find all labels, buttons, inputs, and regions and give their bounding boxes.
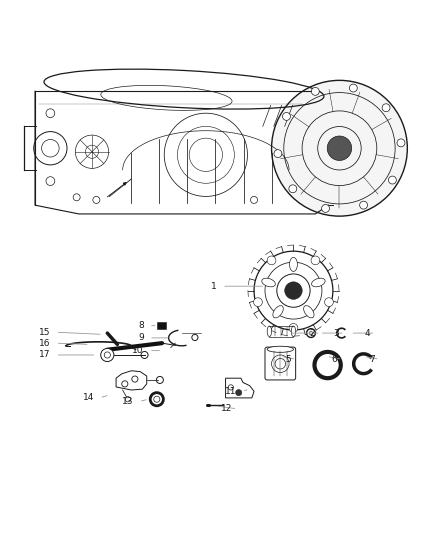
Ellipse shape [267, 346, 293, 352]
Ellipse shape [311, 278, 325, 287]
Circle shape [327, 136, 352, 160]
Ellipse shape [267, 326, 272, 336]
Circle shape [309, 332, 313, 335]
Circle shape [289, 324, 298, 332]
Ellipse shape [290, 257, 297, 271]
Text: 5: 5 [286, 355, 291, 364]
Text: 4: 4 [364, 328, 370, 337]
Circle shape [283, 112, 290, 120]
Circle shape [274, 150, 282, 158]
Text: 14: 14 [83, 393, 94, 402]
Ellipse shape [273, 305, 283, 318]
Text: 9: 9 [138, 334, 144, 342]
Text: 17: 17 [39, 351, 50, 359]
Circle shape [382, 104, 390, 111]
Circle shape [251, 197, 258, 204]
Circle shape [46, 109, 55, 118]
Circle shape [154, 396, 160, 402]
Ellipse shape [262, 278, 276, 287]
Text: 16: 16 [39, 338, 50, 348]
Text: 11: 11 [225, 387, 237, 396]
Circle shape [321, 205, 329, 212]
Text: 6: 6 [332, 355, 337, 364]
Text: 1: 1 [211, 282, 217, 290]
Text: 2: 2 [310, 328, 315, 337]
Circle shape [254, 298, 262, 306]
Circle shape [319, 356, 336, 374]
Text: 15: 15 [39, 328, 50, 337]
FancyBboxPatch shape [265, 347, 296, 380]
Text: 8: 8 [138, 321, 144, 330]
Circle shape [307, 329, 315, 337]
Circle shape [397, 139, 405, 147]
Text: 10: 10 [132, 346, 144, 355]
Circle shape [101, 349, 114, 361]
Text: 3: 3 [334, 328, 339, 337]
Circle shape [289, 185, 297, 193]
Text: 13: 13 [122, 397, 134, 406]
Circle shape [246, 243, 341, 338]
Circle shape [360, 201, 367, 209]
Circle shape [325, 298, 333, 306]
Circle shape [311, 256, 320, 265]
Polygon shape [116, 371, 147, 390]
Bar [157, 322, 166, 329]
Circle shape [267, 256, 276, 265]
Circle shape [46, 177, 55, 185]
Circle shape [389, 176, 396, 184]
Circle shape [236, 390, 242, 395]
Circle shape [93, 197, 100, 204]
Circle shape [285, 282, 302, 300]
Circle shape [272, 80, 407, 216]
Polygon shape [226, 378, 254, 398]
Ellipse shape [291, 326, 296, 336]
Circle shape [73, 194, 80, 201]
Circle shape [350, 84, 357, 92]
Ellipse shape [304, 305, 314, 318]
Text: 12: 12 [221, 405, 232, 414]
Text: 7: 7 [369, 355, 374, 364]
Circle shape [311, 87, 319, 95]
Circle shape [150, 393, 163, 406]
